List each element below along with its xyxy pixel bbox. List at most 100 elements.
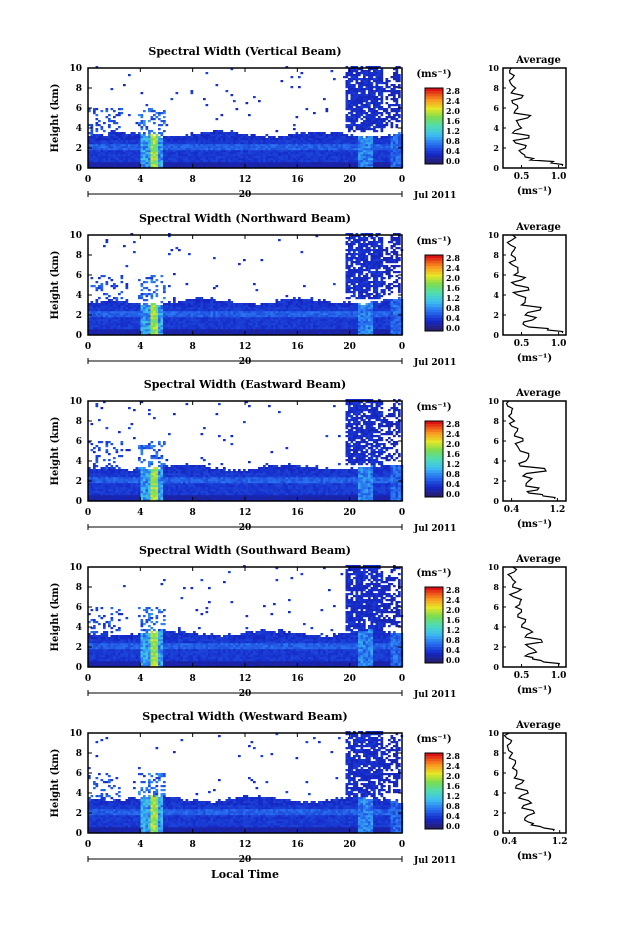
heatmap-cell <box>301 319 304 321</box>
heatmap-cell <box>188 305 191 307</box>
heatmap-cell <box>381 158 384 160</box>
heatmap-cell <box>351 307 354 309</box>
heatmap-cell <box>348 74 351 76</box>
heatmap-cell <box>183 154 186 156</box>
heatmap-cell <box>208 152 211 154</box>
heatmap-cell <box>158 142 161 144</box>
heatmap-cell <box>218 323 221 325</box>
heatmap-cell <box>188 303 191 305</box>
heatmap-cell <box>136 311 139 313</box>
heatmap-cell <box>388 160 391 162</box>
heatmap-cell <box>358 325 361 327</box>
heatmap-cell <box>311 132 314 134</box>
heatmap-cell <box>136 140 139 142</box>
heatmap-cell <box>316 148 319 150</box>
colorbar-tick-label: 0.4 <box>446 146 460 156</box>
heatmap-cell <box>283 154 286 156</box>
heatmap-cell <box>363 144 366 146</box>
heatmap-cell <box>213 287 216 289</box>
heatmap-cell <box>126 321 129 323</box>
heatmap-cell <box>226 319 229 321</box>
heatmap-cell <box>233 132 236 134</box>
heatmap-cell <box>358 84 361 86</box>
heatmap-cell <box>366 120 369 122</box>
heatmap-cell <box>138 142 141 144</box>
heatmap-cell <box>383 162 386 164</box>
heatmap-cell <box>351 283 354 285</box>
heatmap-cell <box>253 154 256 156</box>
heatmap-cell <box>308 162 311 164</box>
heatmap-cell <box>333 140 336 142</box>
heatmap-cell <box>226 90 229 92</box>
heatmap-cell <box>328 136 331 138</box>
heatmap-cell <box>348 259 351 261</box>
heatmap-cell <box>93 315 96 317</box>
heatmap-cell <box>333 164 336 166</box>
heatmap-cell <box>188 331 191 333</box>
heatmap-cell <box>231 164 234 166</box>
x-tick-label: 20 <box>343 175 356 185</box>
heatmap-cell <box>363 124 366 126</box>
heatmap-cell <box>256 331 259 333</box>
heatmap-cell <box>193 150 196 152</box>
heatmap-cell <box>288 303 291 305</box>
heatmap-cell <box>288 319 291 321</box>
heatmap-cell <box>106 108 109 110</box>
heatmap-cell <box>111 315 114 317</box>
heatmap-cell <box>328 303 331 305</box>
heatmap-cell <box>228 299 231 301</box>
heatmap-cell <box>321 156 324 158</box>
heatmap-cell <box>206 331 209 333</box>
heatmap-cell <box>393 118 396 120</box>
heatmap-cell <box>348 265 351 267</box>
heatmap-cell <box>386 86 389 88</box>
heatmap-cell <box>141 305 144 307</box>
heatmap-cell <box>213 307 216 309</box>
heatmap-cell <box>371 94 374 96</box>
heatmap-cell <box>153 303 156 305</box>
heatmap-cell <box>183 152 186 154</box>
heatmap-cell <box>126 305 129 307</box>
heatmap-cell <box>298 301 301 303</box>
heatmap-cell <box>226 140 229 142</box>
heatmap-cell <box>173 273 176 275</box>
heatmap-cell <box>363 164 366 166</box>
heatmap-cell <box>108 164 111 166</box>
heatmap-cell <box>96 299 99 301</box>
heatmap-cell <box>371 102 374 104</box>
heatmap-cell <box>381 98 384 100</box>
heatmap-cell <box>203 160 206 162</box>
heatmap-cell <box>301 305 304 307</box>
heatmap-cell <box>273 315 276 317</box>
heatmap-cell <box>278 305 281 307</box>
heatmap-cell <box>126 327 129 329</box>
heatmap-cell <box>298 146 301 148</box>
heatmap-cell <box>156 140 159 142</box>
heatmap-cell <box>338 311 341 313</box>
heatmap-cell <box>186 327 189 329</box>
colorbar-band <box>425 91 443 94</box>
heatmap-cell <box>143 148 146 150</box>
heatmap-cell <box>233 305 236 307</box>
heatmap-cell <box>376 148 379 150</box>
heatmap-cell <box>231 138 234 140</box>
heatmap-cell <box>301 321 304 323</box>
heatmap-cell <box>216 311 219 313</box>
heatmap-cell <box>268 317 271 319</box>
heatmap-cell <box>178 303 181 305</box>
heatmap-cell <box>293 323 296 325</box>
heatmap-cell <box>156 305 159 307</box>
heatmap-cell <box>356 263 359 265</box>
heatmap-cell <box>208 331 211 333</box>
heatmap-cell <box>196 146 199 148</box>
heatmap-cell <box>158 317 161 319</box>
heatmap-cell <box>163 305 166 307</box>
heatmap-cell <box>346 124 349 126</box>
heatmap-cell <box>248 305 251 307</box>
heatmap-cell <box>166 164 169 166</box>
heatmap-cell <box>381 114 384 116</box>
heatmap-cell <box>223 150 226 152</box>
heatmap-cell <box>158 152 161 154</box>
heatmap-cell <box>248 164 251 166</box>
heatmap-cell <box>286 327 289 329</box>
